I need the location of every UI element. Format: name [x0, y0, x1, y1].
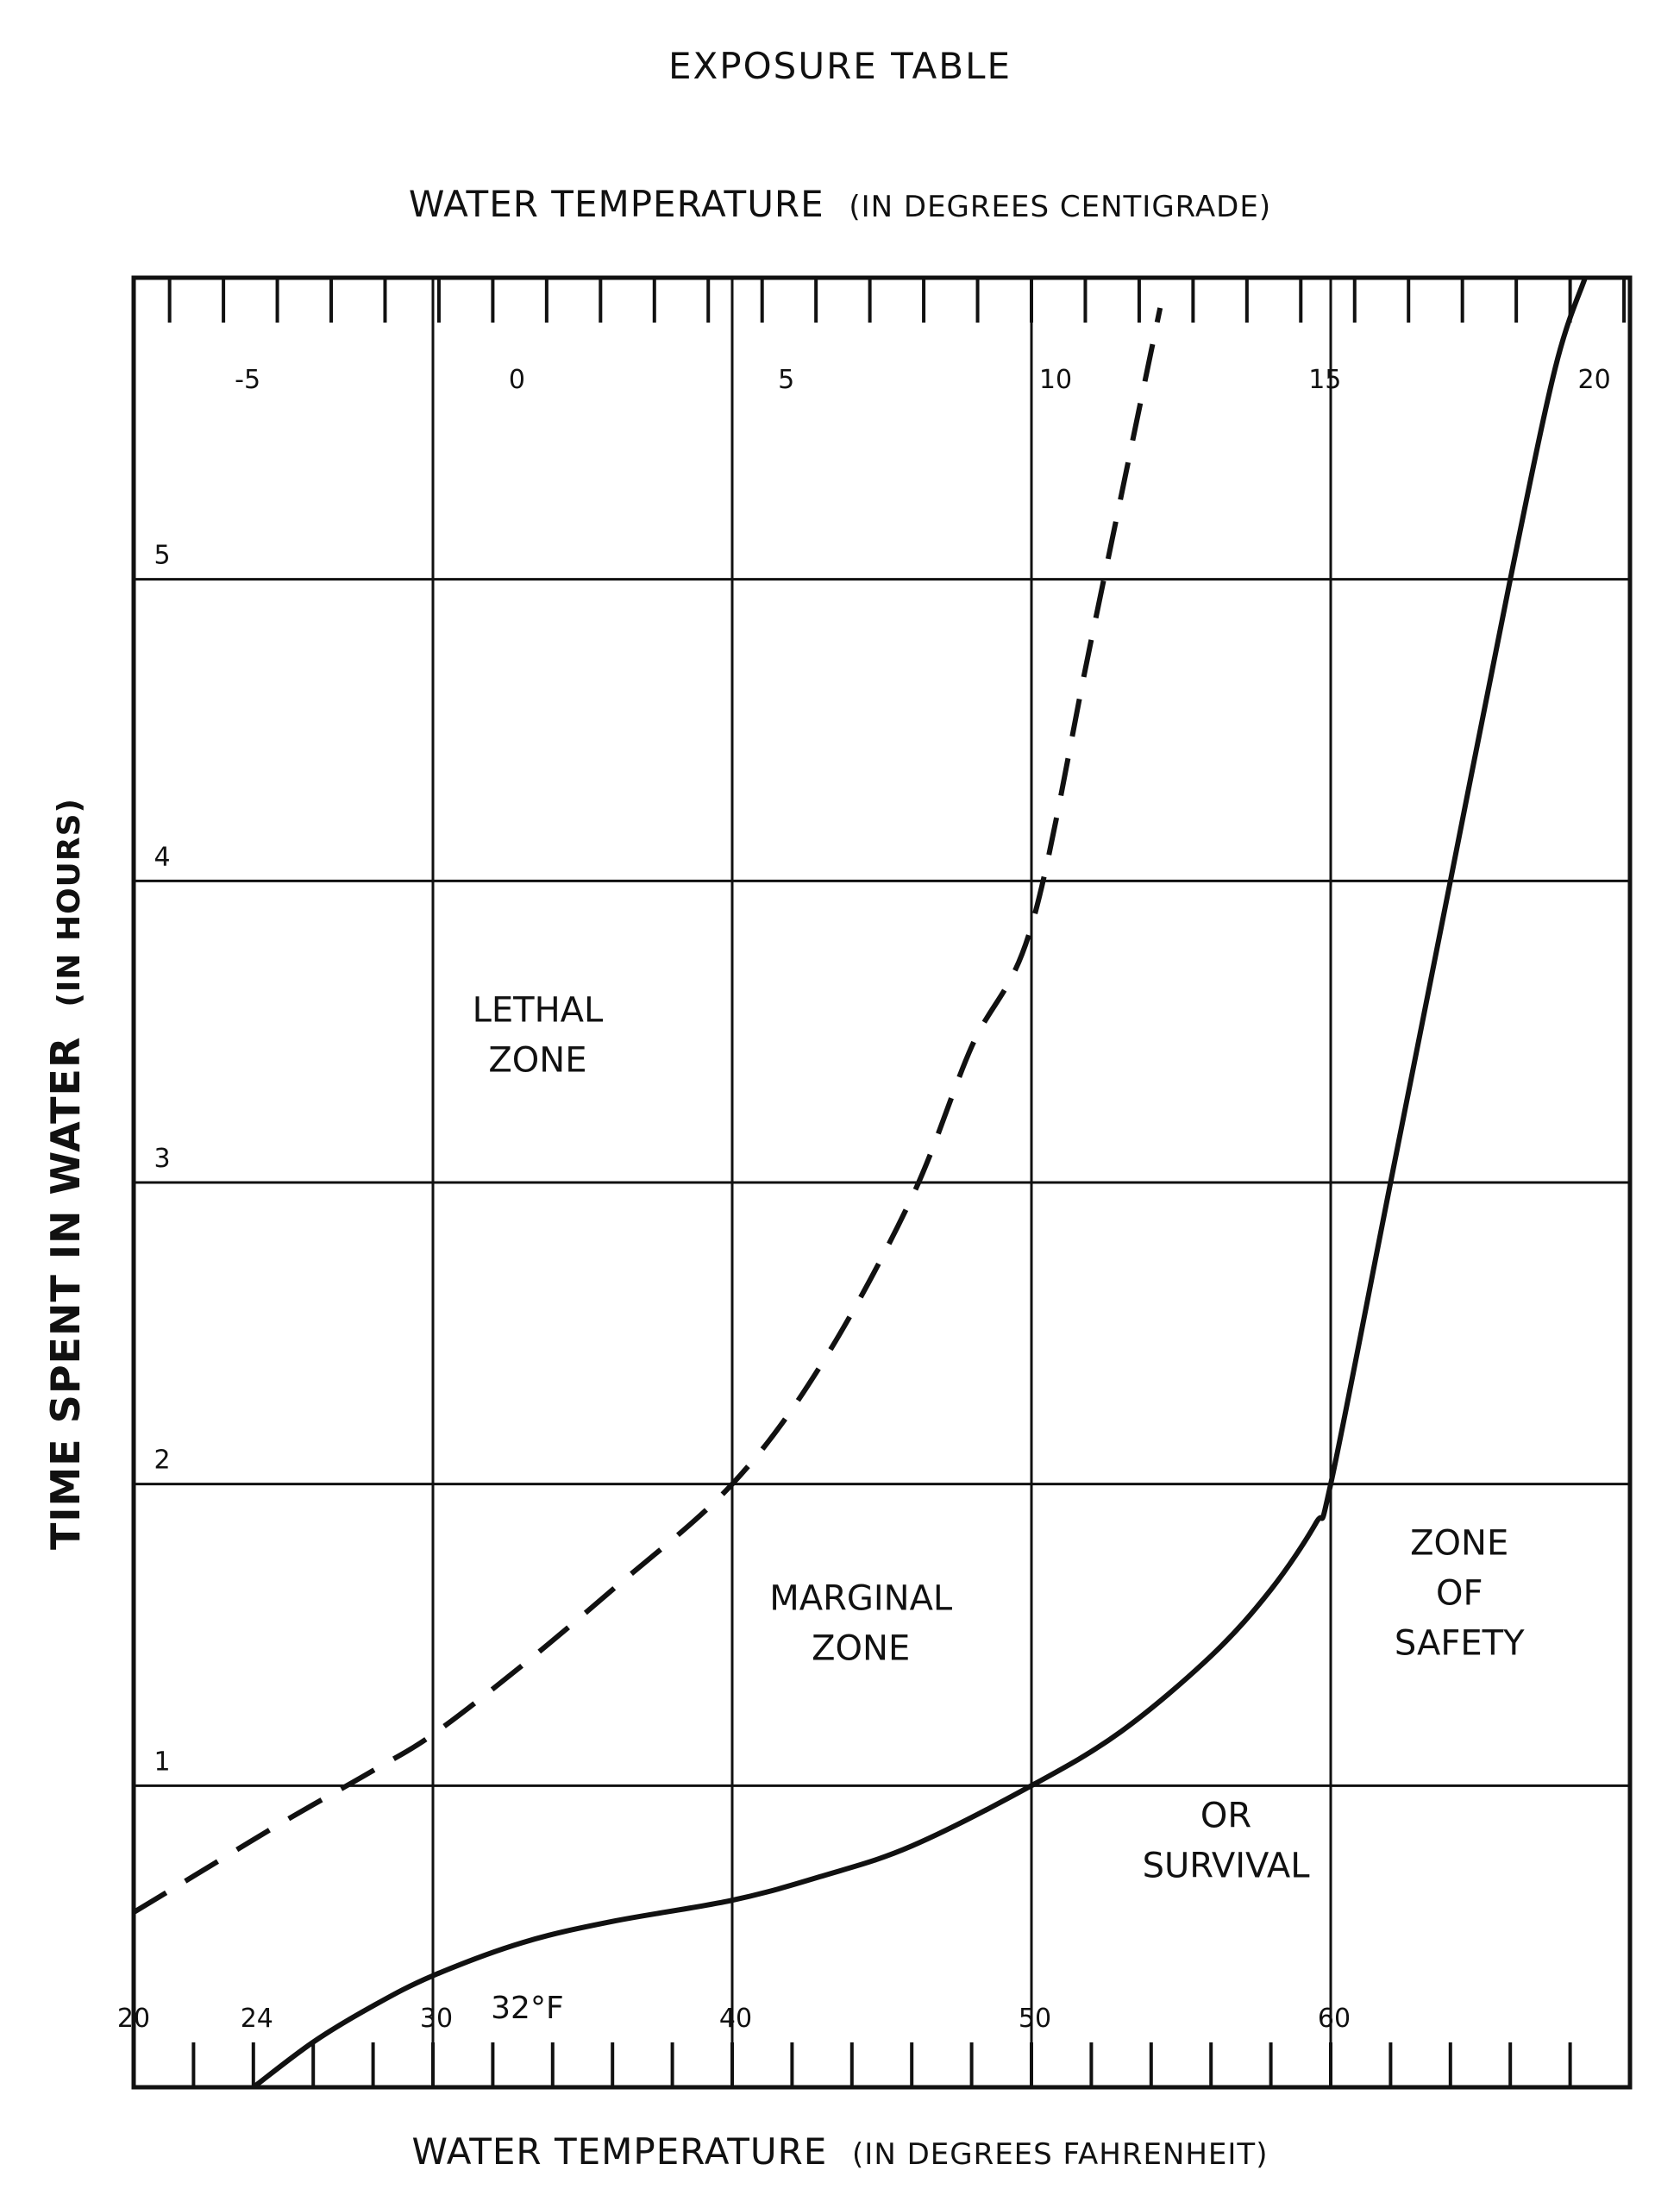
lethal-limit-curve	[132, 307, 1163, 1915]
zone-annotations: LETHAL ZONE MARGINAL ZONE ZONE OF SAFETY OR SURV…	[473, 991, 1526, 1886]
hour-tick-label: 2	[154, 1446, 170, 1476]
zone-label: ZONE	[1410, 1524, 1508, 1564]
series-lines	[132, 277, 1588, 2090]
fahrenheit-tick-label: 60	[1318, 2004, 1351, 2034]
fahrenheit-tick-label: 30	[420, 2004, 453, 2034]
bottom-axis-unit: (IN DEGREES FAHRENHEIT)	[852, 2137, 1269, 2172]
bottom-axis-title: WATER TEMPERATURE	[411, 2130, 828, 2173]
hour-tick-label: 3	[154, 1144, 170, 1174]
centigrade-tick-label: 5	[778, 365, 794, 395]
grid-lines	[134, 278, 1630, 2087]
chart-title: EXPOSURE TABLE	[668, 45, 1012, 87]
zone-label: SAFETY	[1395, 1624, 1525, 1664]
zone-label: MARGINAL	[769, 1579, 953, 1619]
zone-label: SURVIVAL	[1143, 1846, 1311, 1885]
zone-label: OF	[1436, 1574, 1483, 1614]
fahrenheit-tick-label: 24	[241, 2004, 273, 2034]
fahrenheit-tick-label: 50	[1019, 2004, 1051, 2034]
centigrade-tick-label: 0	[509, 365, 525, 395]
survival-limit-curve	[251, 277, 1588, 2090]
hour-tick-label: 4	[154, 842, 170, 872]
bottom-axis-label: WATER TEMPERATURE (IN DEGREES FAHRENHEIT…	[0, 2130, 1680, 2173]
centigrade-tick-label: 15	[1308, 365, 1341, 395]
centigrade-tick-label: -5	[235, 365, 260, 395]
plot-frame	[131, 275, 1633, 2090]
hour-tick-label: 1	[154, 1747, 170, 1777]
hour-tick-label: 5	[154, 541, 170, 571]
zone-label: ZONE	[488, 1041, 586, 1081]
top-axis-title: WATER TEMPERATURE	[408, 183, 824, 225]
zone-label: OR	[1200, 1796, 1251, 1835]
top-axis-label: WATER TEMPERATURE (IN DEGREES CENTIGRADE…	[0, 183, 1680, 225]
top-axis-unit: (IN DEGREES CENTIGRADE)	[849, 190, 1272, 224]
zone-label: LETHAL	[473, 991, 604, 1031]
centigrade-tick-label: 20	[1578, 365, 1611, 395]
zone-label: ZONE	[812, 1629, 910, 1669]
freezing-marker-label: 32°F	[491, 1991, 564, 2026]
fahrenheit-tick-label: 40	[719, 2004, 752, 2034]
centigrade-tick-label: 10	[1039, 365, 1072, 395]
